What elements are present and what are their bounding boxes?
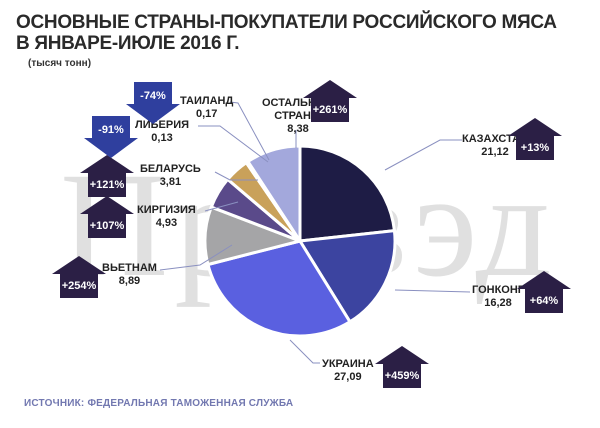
leader-line-belarus: [214, 171, 258, 181]
leader-line-ukraine: [289, 339, 320, 364]
arrow-up-icon-belarus: +121%: [80, 155, 134, 197]
arrow-up-icon-others: +261%: [303, 80, 357, 122]
leader-line-hongkong: [394, 289, 471, 293]
pie-slice: [246, 144, 302, 243]
label-belarus: БЕЛАРУСЬ 3,81: [140, 163, 201, 188]
arrow-up-icon-ukraine: +459%: [375, 346, 429, 388]
chart-title-line2: В ЯНВАРЕ-ИЮЛЕ 2016 Г.: [16, 33, 240, 54]
leader-line-kyrgyzstan: [204, 201, 239, 212]
arrow-up-icon-kyrgyzstan: +107%: [80, 196, 134, 238]
arrow-down-icon-liberia: -91%: [84, 116, 138, 158]
arrow-down-icon-thailand: -74%: [126, 82, 180, 124]
pie-slice: [298, 229, 397, 324]
arrow-up-icon-hongkong: +64%: [517, 271, 571, 313]
arrow-up-icon-vietnam: +254%: [52, 256, 106, 298]
chart-title-line1: ОСНОВНЫЕ СТРАНЫ-ПОКУПАТЕЛИ РОССИЙСКОГО М…: [16, 12, 557, 33]
leader-line-vietnam: [159, 244, 233, 271]
leader-line-thailand: [229, 101, 270, 161]
pie-slice: [206, 239, 352, 338]
pie-slices: [203, 144, 397, 338]
source-note: ИСТОЧНИК: ФЕДЕРАЛЬНАЯ ТАМОЖЕННАЯ СЛУЖБА: [24, 398, 294, 409]
label-liberia: ЛИБЕРИЯ 0,13: [135, 119, 190, 144]
units-label: (тысяч тонн): [28, 58, 92, 69]
label-vietnam: ВЬЕТНАМ 8,89: [102, 262, 157, 287]
pie-slice: [298, 144, 396, 243]
chart-title: ОСНОВНЫЕ СТРАНЫ-ПОКУПАТЕЛИ РОССИЙСКОГО М…: [16, 12, 557, 54]
label-thailand: ТАИЛАНД 0,17: [180, 95, 234, 120]
arrow-up-icon-kazakhstan: +13%: [508, 118, 562, 160]
leader-line-liberia: [198, 125, 269, 163]
leader-lines: [159, 101, 471, 364]
leader-line-kazakhstan: [384, 139, 462, 171]
label-ukraine: УКРАИНА 27,09: [322, 358, 374, 383]
label-kyrgyzstan: КИРГИЗИЯ 4,93: [137, 204, 196, 229]
label-hongkong: ГОНКОНГ 16,28: [472, 284, 525, 309]
